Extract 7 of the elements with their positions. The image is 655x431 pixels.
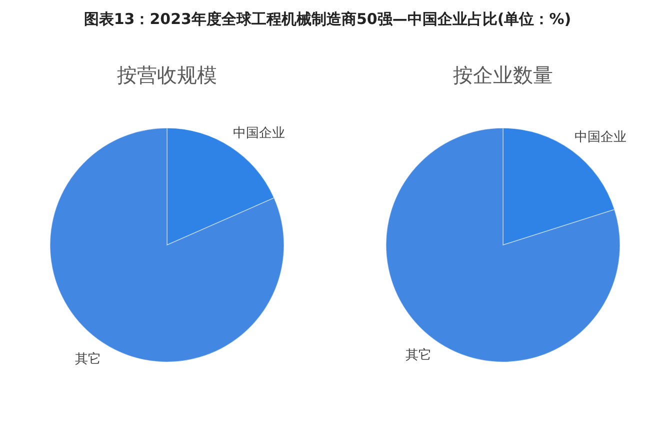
chart-title: 按企业数量	[453, 63, 553, 87]
slice-label: 中国企业	[574, 130, 627, 146]
slice-label: 中国企业	[232, 126, 285, 141]
slice-label: 其它	[75, 351, 102, 368]
text: 图表13：2023年度全球工程机械制造商50强—中国企业占比(单位：%)	[84, 10, 572, 28]
chart-title: 按营收规模	[117, 63, 217, 87]
slice-label: 其它	[405, 346, 432, 363]
